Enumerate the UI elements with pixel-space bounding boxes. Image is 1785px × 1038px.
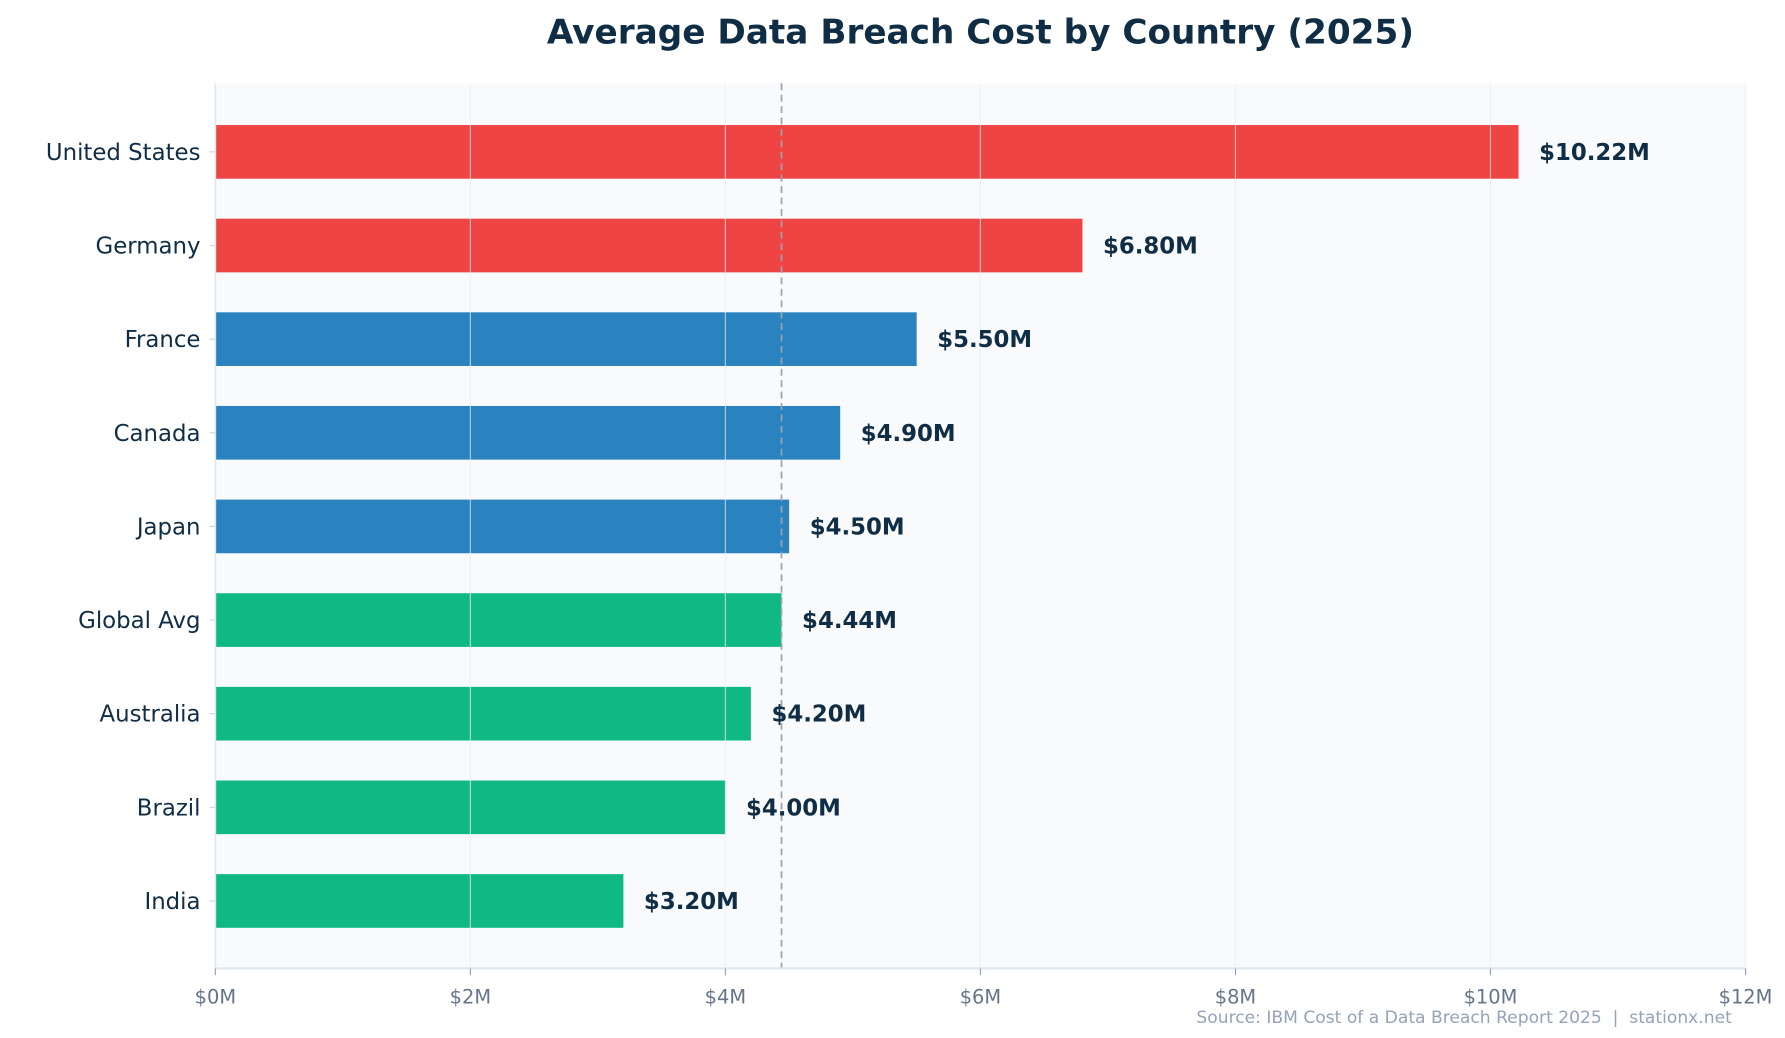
bar: [215, 218, 1083, 273]
value-label: $4.90M: [861, 421, 956, 447]
category-label: Germany: [96, 234, 201, 260]
source-note: Source: IBM Cost of a Data Breach Report…: [1196, 1008, 1732, 1028]
x-tick-label: $6M: [960, 986, 1001, 1009]
category-label: Japan: [135, 514, 201, 540]
bar: [215, 312, 917, 366]
bar: [215, 499, 790, 554]
x-tick-label: $0M: [195, 986, 236, 1009]
category-label: United States: [46, 140, 201, 166]
value-label: $4.50M: [810, 514, 905, 540]
x-tick-label: $12M: [1719, 986, 1773, 1009]
value-label: $3.20M: [644, 889, 739, 915]
bar: [215, 593, 782, 647]
bar: [215, 686, 751, 741]
x-tick-label: $8M: [1215, 986, 1256, 1009]
category-label: Brazil: [137, 795, 201, 821]
category-label: Australia: [100, 702, 201, 728]
bar: [215, 125, 1519, 179]
value-label: $6.80M: [1103, 234, 1198, 260]
bar: [215, 874, 624, 928]
category-label: Canada: [114, 421, 201, 447]
value-label: $5.50M: [937, 327, 1032, 353]
category-label: France: [125, 327, 201, 353]
value-label: $4.00M: [746, 795, 841, 821]
bar: [215, 405, 841, 460]
value-label: $10.22M: [1539, 140, 1650, 166]
category-label: India: [144, 889, 200, 915]
x-tick-label: $10M: [1464, 986, 1518, 1009]
x-tick-label: $4M: [705, 986, 746, 1009]
x-tick-label: $2M: [450, 986, 491, 1009]
category-label: Global Avg: [78, 608, 200, 634]
value-label: $4.44M: [802, 608, 897, 634]
value-label: $4.20M: [771, 702, 866, 728]
chart-title: Average Data Breach Cost by Country (202…: [547, 12, 1414, 52]
